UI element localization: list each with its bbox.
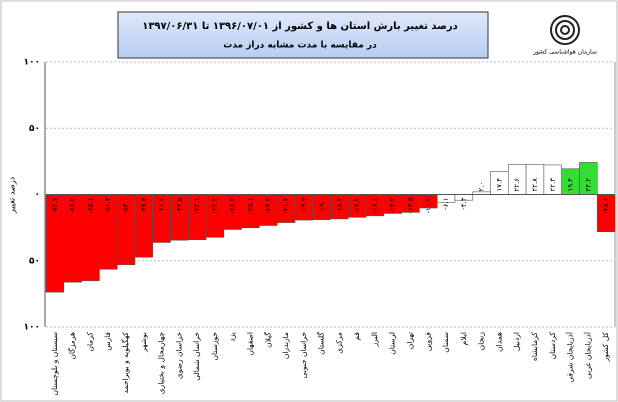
value-label: ۱۹.۴ [567,178,575,192]
value-label: -۴.۳ [460,197,468,210]
y-tick-label: ۵۰ [29,124,40,134]
value-label: -۱۶.۱ [371,198,379,214]
x-tick-label: خراسان شمالی [192,332,201,381]
value-label: -۱۹.۰ [318,198,326,214]
logo-text: سازمان هواشناسی کشور [532,49,597,56]
x-tick-label: قزوین [423,332,432,352]
value-label: ۱۷.۴ [495,178,503,192]
x-tick-label: سمنان [441,332,450,353]
x-tick-label: کردستان [548,332,557,360]
value-label: -۲۱.۲ [282,197,290,213]
x-tick-label: سیستان و بلوچستان [50,332,59,396]
x-tick-label: مرکزی [334,332,343,354]
x-tick-label: اردبیل [512,332,521,351]
x-tick-label: خراسان جنوبی [299,332,308,379]
value-label: -۵۶.۴ [104,197,112,213]
value-label: -۲۳.۴ [264,197,272,213]
x-tick-label: آذربایجان غربی [582,331,592,379]
x-tick-label: یزد [228,332,237,342]
x-tick-label: اصفهان [245,332,254,356]
value-label: -۱۰.۲ [424,197,432,213]
chart-subtitle: در مقایسه با مدت مشابه دراز مدت [223,41,377,51]
value-label: ۲۲.۳ [549,178,557,192]
x-tick-label: کرمانشاه [530,332,539,361]
x-tick-label: گیلان [263,332,272,348]
value-label: -۱۹.۳ [300,197,308,213]
x-tick-label: هرمزگان [68,332,77,360]
value-label: -۳۴.۱ [193,198,201,214]
x-tick-label: لرستان [388,332,397,355]
x-tick-label: گلستان [317,332,326,355]
value-label: -۶۵.۱ [86,198,94,214]
y-tick-label: ۱۰۰ [24,58,40,68]
value-label: ۲۴.۲ [584,178,592,192]
value-label: -۴۷.۳ [140,197,148,213]
x-tick-label: خراسان رضوی [174,332,183,379]
y-tick-label: ۵۰ [29,256,40,266]
value-label: -۶۶.۲ [69,197,77,213]
x-tick-label: کل کشور [601,332,610,363]
x-tick-label: خوزستان [210,332,219,361]
value-label: -۲۸.۱ [602,198,610,214]
value-label: ۲۲.۸ [531,178,539,192]
value-label: -۱۸.۴ [335,197,343,213]
x-tick-label: ایلام [459,332,468,345]
x-tick-label: آذربایجان شرقی [565,331,575,383]
x-tick-label: قم [352,332,361,341]
chart-title: درصد تغییر بارش استان ها و کشور از ۱۳۹۶/… [142,21,458,32]
value-label: ۲۲.۶ [513,178,521,192]
x-tick-label: بوشهر [139,332,148,353]
value-label: -۷۳.۷ [51,197,59,213]
value-label: -۵۳.۰ [122,198,130,214]
x-tick-label: کرمان [85,332,94,352]
x-tick-label: کهگیلویه و بویراحمد [121,332,130,394]
y-tick-label: ۰ [35,190,41,200]
value-label: -۶.۱ [442,198,450,210]
x-tick-label: زنجان [477,332,486,351]
y-tick-label: ۱۰۰ [24,323,40,333]
x-tick-label: تهران [406,332,415,349]
value-label: -۲۶.۴ [229,197,237,213]
logo [550,15,580,45]
title-box [117,11,489,59]
x-tick-label: همدان [494,332,503,352]
value-label: -۲۵.۱ [246,198,254,214]
y-axis-label: درصد تغییر [8,176,17,214]
x-tick-label: مازندران [281,332,290,359]
value-label: -۳۲.۳ [211,197,219,213]
value-label: -۱۳.۵ [407,197,415,213]
x-tick-label: چهارمحال و بختیاری [157,332,166,395]
value-label: -۱۴.۳ [389,197,397,213]
value-label: -۳۶.۲ [158,197,166,213]
x-tick-label: فارس [103,332,112,351]
x-tick-label: البرز [370,332,379,347]
value-label: ۲.۰ [478,182,486,192]
value-label: -۱۷.۲ [353,197,361,213]
value-label: -۳۴.۵ [175,197,183,213]
